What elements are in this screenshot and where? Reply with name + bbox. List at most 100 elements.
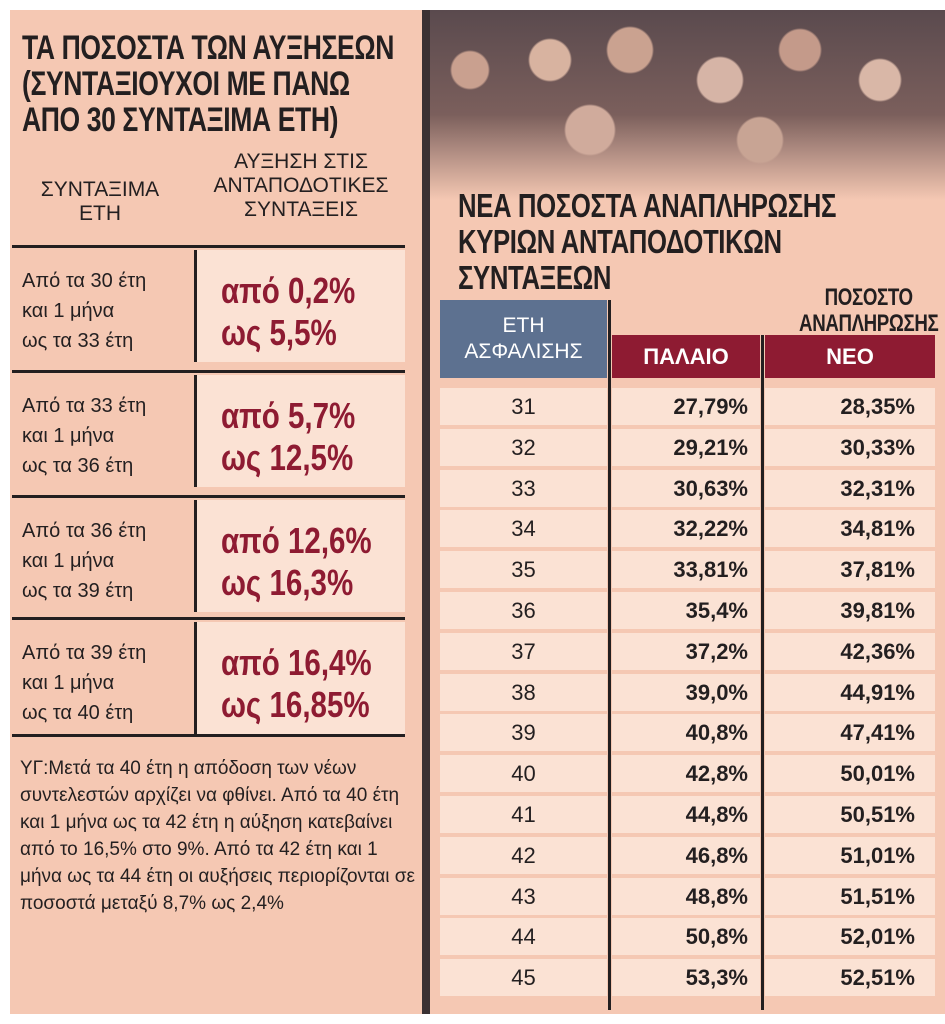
years-line: Από τα 36 έτη bbox=[22, 520, 147, 542]
increase-cell: από 16,4% ως 16,85% bbox=[194, 622, 405, 734]
years-range: Από τα 33 έτη και 1 μήνα ως τα 36 έτη bbox=[22, 391, 192, 481]
cell-old-rate: 39,0% bbox=[612, 673, 760, 711]
table-row: 31 27,79% 28,35% bbox=[440, 388, 935, 425]
replacement-rate-header: ΠΟΣΟΣΤΟ ΑΝΑΠΛΗΡΩΣΗΣ bbox=[740, 285, 945, 337]
cell-old-rate: 48,8% bbox=[612, 877, 760, 915]
cell-new-rate: 39,81% bbox=[765, 592, 935, 629]
right-title: ΝΕΑ ΠΟΣΟΣΤΑ ΑΝΑΠΛΗΡΩΣΗΣ ΚΥΡΙΩΝ ΑΝΤΑΠΟΔΟΤ… bbox=[458, 188, 836, 296]
cell-years: 31 bbox=[440, 388, 607, 425]
header-line: ΑΣΦΑΛΙΣΗΣ bbox=[464, 340, 583, 363]
increase-row: Από τα 36 έτη και 1 μήνα ως τα 39 έτη από … bbox=[12, 495, 405, 615]
increase-from: από 0,2% bbox=[221, 270, 356, 311]
column-header-insurance-years: ΕΤΗ ΑΣΦΑΛΙΣΗΣ bbox=[440, 300, 607, 378]
title-line: ΝΕΑ ΠΟΣΟΣΤΑ ΑΝΑΠΛΗΡΩΣΗΣ bbox=[458, 187, 837, 224]
cell-new-rate: 52,01% bbox=[765, 918, 935, 956]
increase-from: από 12,6% bbox=[221, 520, 372, 561]
years-line: ως τα 40 έτη bbox=[22, 702, 134, 724]
cell-new-rate: 50,51% bbox=[765, 796, 935, 833]
cell-new-rate: 52,51% bbox=[765, 959, 935, 997]
years-range: Από τα 39 έτη και 1 μήνα ως τα 40 έτη bbox=[22, 638, 192, 728]
table-row: 32 29,21% 30,33% bbox=[440, 428, 935, 466]
cell-new-rate: 51,01% bbox=[765, 836, 935, 874]
header-line: ΑΝΤΑΠΟΔΟΤΙΚΕΣ bbox=[213, 174, 389, 197]
years-line: Από τα 39 έτη bbox=[22, 642, 147, 664]
years-line: ως τα 36 έτη bbox=[22, 455, 134, 477]
increase-cell: από 12,6% ως 16,3% bbox=[194, 500, 405, 612]
cell-old-rate: 53,3% bbox=[612, 959, 760, 997]
table-row: 42 46,8% 51,01% bbox=[440, 836, 935, 874]
increase-to: ως 5,5% bbox=[221, 312, 337, 353]
cell-new-rate: 37,81% bbox=[765, 551, 935, 589]
years-line: και 1 μήνα bbox=[22, 300, 115, 322]
header-line: ΑΥΞΗΣΗ ΣΤΙΣ bbox=[234, 150, 368, 173]
years-line: Από τα 30 έτη bbox=[22, 270, 147, 292]
table-row: 39 40,8% 47,41% bbox=[440, 714, 935, 752]
cell-years: 43 bbox=[440, 877, 607, 915]
years-line: και 1 μήνα bbox=[22, 550, 115, 572]
increase-to: ως 16,3% bbox=[221, 562, 354, 603]
years-range: Από τα 36 έτη και 1 μήνα ως τα 39 έτη bbox=[22, 516, 192, 606]
table-row: 44 50,8% 52,01% bbox=[440, 918, 935, 956]
table-row: 43 48,8% 51,51% bbox=[440, 877, 935, 915]
title-line: (ΣΥΝΤΑΞΙΟΥΧΟΙ ΜΕ ΠΑΝΩ bbox=[22, 65, 350, 103]
table-row: 33 30,63% 32,31% bbox=[440, 469, 935, 507]
cell-years: 38 bbox=[440, 673, 607, 711]
cell-years: 37 bbox=[440, 632, 607, 670]
increase-row: Από τα 30 έτη και 1 μήνα ως τα 33 έτη από … bbox=[12, 245, 405, 365]
table-row: 41 44,8% 50,51% bbox=[440, 796, 935, 833]
cell-new-rate: 28,35% bbox=[765, 388, 935, 425]
increase-from: από 5,7% bbox=[221, 395, 356, 436]
column-header-old: ΠΑΛΑΙΟ bbox=[612, 335, 760, 378]
title-line: ΚΥΡΙΩΝ ΑΝΤΑΠΟΔΟΤΙΚΩΝ bbox=[458, 223, 782, 260]
cell-new-rate: 42,36% bbox=[765, 632, 935, 670]
crowd-photo bbox=[430, 10, 945, 200]
cell-old-rate: 29,21% bbox=[612, 428, 760, 466]
increase-row: Από τα 39 έτη και 1 μήνα ως τα 40 έτη από … bbox=[12, 617, 405, 737]
table-row: 34 32,22% 34,81% bbox=[440, 510, 935, 548]
title-line: ΣΥΝΤΑΞΕΩΝ bbox=[458, 259, 612, 296]
column-header-increase: ΑΥΞΗΣΗ ΣΤΙΣ ΑΝΤΑΠΟΔΟΤΙΚΕΣ ΣΥΝΤΑΞΕΙΣ bbox=[180, 150, 422, 222]
header-line: ΣΥΝΤΑΞΙΜΑ bbox=[40, 178, 160, 201]
table-row: 37 37,2% 42,36% bbox=[440, 632, 935, 670]
cell-new-rate: 34,81% bbox=[765, 510, 935, 548]
cell-old-rate: 42,8% bbox=[612, 755, 760, 793]
column-rule bbox=[608, 300, 611, 1010]
table-row: 40 42,8% 50,01% bbox=[440, 755, 935, 793]
years-line: ως τα 33 έτη bbox=[22, 330, 134, 352]
column-header-new: ΝΕΟ bbox=[765, 335, 935, 378]
replacement-rates-panel: ΝΕΑ ΠΟΣΟΣΤΑ ΑΝΑΠΛΗΡΩΣΗΣ ΚΥΡΙΩΝ ΑΝΤΑΠΟΔΟΤ… bbox=[430, 10, 945, 1014]
increase-row: Από τα 33 έτη και 1 μήνα ως τα 36 έτη από … bbox=[12, 370, 405, 490]
title-line: ΤΑ ΠΟΣΟΣΤΑ ΤΩΝ ΑΥΞΗΣΕΩΝ bbox=[22, 29, 394, 67]
header-line: ΣΥΝΤΑΞΕΙΣ bbox=[244, 198, 358, 221]
years-line: και 1 μήνα bbox=[22, 425, 115, 447]
column-rule bbox=[761, 335, 764, 1010]
increase-to: ως 12,5% bbox=[221, 437, 354, 478]
years-line: και 1 μήνα bbox=[22, 672, 115, 694]
cell-years: 33 bbox=[440, 469, 607, 507]
table-bottom-rule bbox=[12, 734, 405, 737]
years-range: Από τα 30 έτη και 1 μήνα ως τα 33 έτη bbox=[22, 266, 192, 356]
panel-divider bbox=[422, 10, 430, 1014]
cell-years: 36 bbox=[440, 592, 607, 629]
years-line: ως τα 39 έτη bbox=[22, 580, 134, 602]
cell-new-rate: 50,01% bbox=[765, 755, 935, 793]
table-row: 38 39,0% 44,91% bbox=[440, 673, 935, 711]
cell-years: 34 bbox=[440, 510, 607, 548]
increase-cell: από 5,7% ως 12,5% bbox=[194, 375, 405, 487]
cell-new-rate: 44,91% bbox=[765, 673, 935, 711]
table-row: 36 35,4% 39,81% bbox=[440, 592, 935, 629]
cell-old-rate: 30,63% bbox=[612, 469, 760, 507]
cell-old-rate: 44,8% bbox=[612, 796, 760, 833]
cell-old-rate: 46,8% bbox=[612, 836, 760, 874]
increase-from: από 16,4% bbox=[221, 642, 372, 683]
footnote: ΥΓ:Μετά τα 40 έτη η απόδοση των νέων συν… bbox=[20, 758, 415, 914]
increase-rates-panel: ΤΑ ΠΟΣΟΣΤΑ ΤΩΝ ΑΥΞΗΣΕΩΝ (ΣΥΝΤΑΞΙΟΥΧΟΙ ΜΕ… bbox=[10, 10, 422, 1014]
cell-years: 45 bbox=[440, 959, 607, 997]
cell-old-rate: 27,79% bbox=[612, 388, 760, 425]
cell-old-rate: 40,8% bbox=[612, 714, 760, 752]
cell-years: 41 bbox=[440, 796, 607, 833]
cell-years: 44 bbox=[440, 918, 607, 956]
cell-old-rate: 32,22% bbox=[612, 510, 760, 548]
years-line: Από τα 33 έτη bbox=[22, 395, 147, 417]
header-line: ΑΝΑΠΛΗΡΩΣΗΣ bbox=[799, 310, 939, 337]
